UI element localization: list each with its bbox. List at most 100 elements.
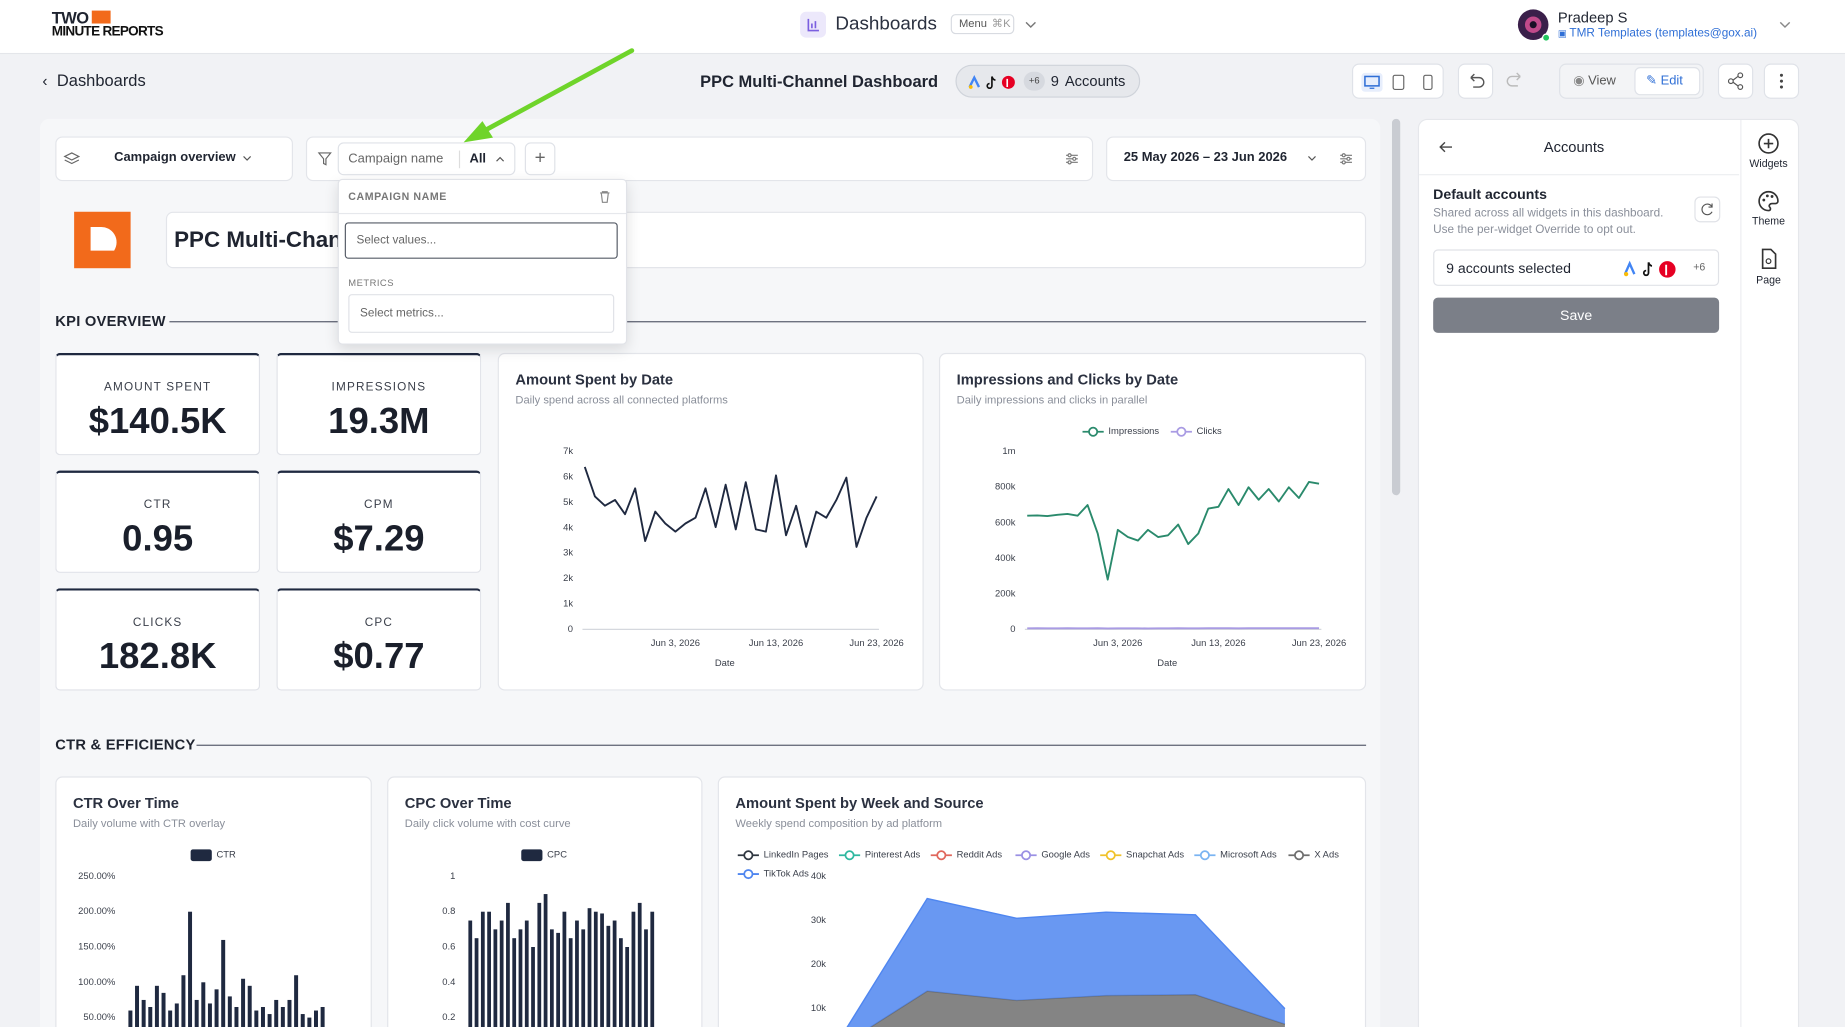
user-chevron[interactable]	[1778, 18, 1792, 32]
app-title: Dashboards	[835, 14, 937, 35]
accounts-label: Accounts	[1064, 72, 1126, 90]
chip-divider	[458, 150, 461, 169]
theme-icon[interactable]	[1757, 189, 1781, 213]
logo-block	[91, 10, 111, 24]
filter-bar: Campaign name All +	[305, 136, 1094, 182]
share-button[interactable]	[1717, 63, 1754, 99]
tool-label[interactable]: Widgets	[1749, 157, 1788, 170]
page-icon[interactable]	[1757, 247, 1781, 271]
metrics-placeholder: Select metrics...	[360, 307, 444, 320]
view-chevron	[243, 156, 252, 161]
accounts-pill[interactable]: +6 9 Accounts	[955, 64, 1141, 98]
chart-subtitle: Daily impressions and clicks in parallel	[956, 394, 1148, 408]
view-select-label: Campaign overview	[114, 150, 236, 165]
edit-button[interactable]: ✎ Edit	[1634, 67, 1701, 96]
kpi-card: IMPRESSIONS 19.3M	[276, 352, 482, 456]
kpi-card: CPM $7.29	[276, 470, 482, 573]
metrics-input[interactable]: Select metrics...	[348, 294, 615, 333]
kpi-card: CLICKS 182.8K	[55, 588, 261, 691]
values-input[interactable]: Select values...	[344, 222, 618, 259]
redo-button[interactable]	[1499, 64, 1534, 99]
accounts-selected: 9 accounts selected	[1446, 259, 1571, 277]
tool-label[interactable]: Page	[1756, 274, 1781, 286]
kpi-label: CTR	[143, 498, 172, 512]
kpi-value: 182.8K	[98, 635, 217, 677]
chart-title: Amount Spent by Date	[515, 371, 674, 389]
more-button[interactable]	[1763, 63, 1800, 99]
dropdown-heading: CAMPAIGN NAME	[348, 190, 447, 203]
chart-icon	[807, 18, 819, 32]
filter-settings-icon[interactable]	[1064, 151, 1080, 167]
menu-chevron[interactable]	[1024, 18, 1038, 32]
accounts-select[interactable]: 9 accounts selected +6	[1433, 249, 1720, 286]
section-title: KPI OVERVIEW	[55, 312, 166, 330]
save-button[interactable]: Save	[1433, 297, 1720, 333]
more-icon	[1779, 73, 1783, 89]
kpi-label: IMPRESSIONS	[331, 381, 427, 395]
trash-icon[interactable]	[598, 189, 612, 203]
chart-card: CPC Over Time Daily click volume with co…	[387, 776, 703, 1027]
add-filter-button[interactable]: +	[524, 142, 556, 176]
undo-icon	[1470, 73, 1485, 88]
refresh-icon	[1701, 203, 1713, 216]
kpi-value: 0.95	[122, 517, 194, 559]
values-placeholder: Select values...	[356, 234, 437, 248]
view-label: View	[1588, 74, 1616, 89]
chart-title: Impressions and Clicks by Date	[956, 371, 1179, 389]
logo-top: TWO	[51, 8, 89, 28]
edit-label: Edit	[1660, 74, 1683, 89]
undo-button[interactable]	[1457, 63, 1494, 99]
kpi-value: 19.3M	[328, 399, 430, 442]
dropdown-divider	[338, 212, 626, 215]
chart-subtitle: Daily click volume with cost curve	[404, 817, 571, 831]
view-button[interactable]: ◉ View	[1573, 73, 1616, 88]
share-icon	[1727, 72, 1744, 90]
redo-icon	[1506, 72, 1521, 87]
panel-back[interactable]	[1438, 139, 1454, 155]
kpi-label: AMOUNT SPENT	[103, 381, 212, 395]
kpi-label: CPC	[364, 616, 394, 630]
metrics-heading: METRICS	[348, 277, 394, 289]
chart-title: Amount Spent by Week and Source	[735, 795, 984, 812]
widgets-icon[interactable]	[1757, 132, 1781, 156]
user-org-text: TMR Templates (templates@gox.ai)	[1569, 27, 1758, 40]
pencil-icon: ✎	[1646, 74, 1661, 89]
chart-card: Impressions and Clicks by Date Daily imp…	[938, 352, 1367, 691]
view-select[interactable]: Campaign overview	[55, 136, 293, 182]
back-arrow: ‹	[42, 71, 48, 90]
filter-dropdown: CAMPAIGN NAME Select values... METRICS S…	[337, 178, 628, 345]
chart-title: CPC Over Time	[404, 795, 512, 812]
chart-card: CTR Over Time Daily volume with CTR over…	[55, 776, 372, 1027]
menu-shortcut: ⌘K	[991, 17, 1011, 31]
eye-icon: ◉	[1573, 74, 1589, 89]
menu-button[interactable]: Menu ⌘K	[950, 14, 1015, 35]
tool-label[interactable]: Theme	[1752, 215, 1785, 228]
kpi-card: AMOUNT SPENT $140.5K	[55, 352, 261, 456]
org-icon: ▣	[1557, 28, 1570, 39]
chart-card: Amount Spent by Date Daily spend across …	[497, 352, 924, 691]
tools-divider	[1740, 119, 1742, 1027]
filter-value: All	[469, 151, 487, 166]
chart-title: CTR Over Time	[72, 795, 179, 812]
chart-subtitle: Daily spend across all connected platfor…	[515, 394, 728, 408]
scrollbar[interactable]	[1391, 118, 1401, 496]
user-org[interactable]: ▣ TMR Templates (templates@gox.ai)	[1558, 27, 1757, 40]
menu-label: Menu	[958, 17, 987, 31]
kpi-label: CPM	[364, 498, 394, 512]
refresh-button[interactable]	[1694, 196, 1721, 223]
device-icons[interactable]	[1360, 72, 1438, 93]
user-name: Pradeep S	[1557, 9, 1628, 26]
date-chevron	[1308, 156, 1316, 161]
filter-chip[interactable]: Campaign name All	[337, 142, 516, 176]
annotation-arrow	[463, 48, 635, 143]
date-settings-icon	[1340, 153, 1352, 165]
date-range[interactable]: 25 May 2026 – 23 Jun 2026	[1106, 136, 1367, 182]
section-rule	[169, 321, 1367, 323]
back-link[interactable]: ‹ Dashboards	[42, 71, 145, 90]
avatar[interactable]	[1517, 8, 1552, 43]
accounts-extra: +6	[1693, 261, 1706, 273]
report-logo	[74, 211, 131, 269]
